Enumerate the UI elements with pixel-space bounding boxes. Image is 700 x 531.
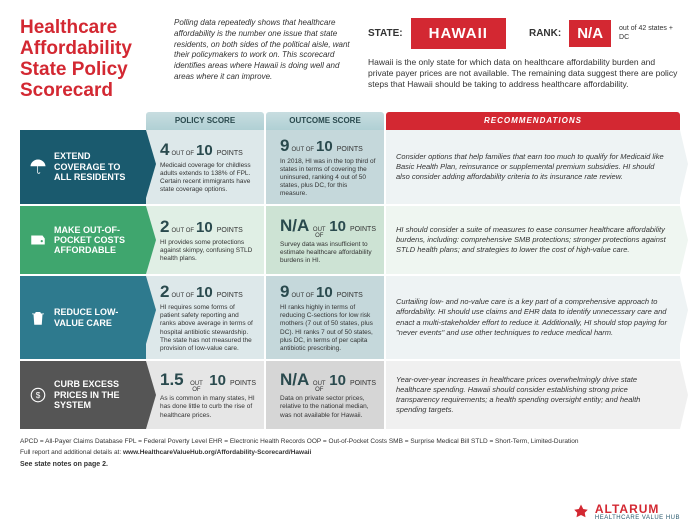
- recommendations-header: RECOMMENDATIONS: [386, 112, 680, 130]
- row-label: REDUCE LOW-VALUE CARE: [20, 276, 146, 359]
- policy-score-header: POLICY SCORE: [146, 112, 264, 130]
- outcome-desc: Survey data was insufficient to estimate…: [280, 241, 376, 265]
- rank-note: out of 42 states + DC: [619, 25, 680, 42]
- policy-desc: Medicaid coverage for childless adults e…: [160, 162, 256, 195]
- policy-score-cell: 2OUT OF10POINTS HI requires some forms o…: [146, 276, 264, 359]
- outcome-score-cell: N/AOUT OF10POINTS Survey data was insuff…: [266, 206, 384, 274]
- row-label: EXTEND COVERAGE TO ALL RESIDENTS: [20, 130, 146, 205]
- rank-badge: N/A: [569, 20, 611, 47]
- row-extend-coverage: EXTEND COVERAGE TO ALL RESIDENTS 4OUT OF…: [20, 130, 680, 205]
- page-title: Healthcare Affordability State Policy Sc…: [20, 18, 160, 102]
- outcome-desc: In 2018, HI was in the top third of stat…: [280, 158, 376, 199]
- altarum-logo: ALTARUM HEALTHCARE VALUE HUB: [572, 503, 680, 521]
- recommendation: Year-over-year increases in healthcare p…: [386, 361, 680, 429]
- state-description: Hawaii is the only state for which data …: [368, 57, 680, 90]
- outcome-score-cell: 9OUT OF10POINTS HI ranks highly in terms…: [266, 276, 384, 359]
- logo-text: ALTARUM HEALTHCARE VALUE HUB: [595, 503, 680, 521]
- report-url: www.HealthcareValueHub.org/Affordability…: [123, 449, 311, 456]
- logo-name: ALTARUM: [595, 503, 680, 515]
- title-block: Healthcare Affordability State Policy Sc…: [20, 18, 160, 102]
- row-label-text: EXTEND COVERAGE TO ALL RESIDENTS: [54, 151, 138, 182]
- recommendation: Curtailing low- and no-value care is a k…: [386, 276, 680, 359]
- intro-text: Polling data repeatedly shows that healt…: [174, 18, 354, 102]
- dollar-down-icon: $: [28, 385, 48, 405]
- logo-subtitle: HEALTHCARE VALUE HUB: [595, 515, 680, 521]
- outcome-score-cell: 9OUT OF10POINTS In 2018, HI was in the t…: [266, 130, 384, 205]
- see-notes: See state notes on page 2.: [20, 460, 680, 470]
- footer: APCD = All-Payer Claims Database FPL = F…: [20, 437, 680, 470]
- policy-score-cell: 1.5OUT OF10POINTS As is common in many s…: [146, 361, 264, 429]
- recommendation: Consider options that help families that…: [386, 130, 680, 205]
- glossary: APCD = All-Payer Claims Database FPL = F…: [20, 437, 680, 446]
- state-badge: HAWAII: [411, 18, 506, 49]
- scorecard-page: Healthcare Affordability State Policy Sc…: [0, 0, 700, 531]
- outcome-score-header: OUTCOME SCORE: [266, 112, 384, 130]
- rank-label: RANK:: [529, 28, 561, 39]
- state-label: STATE:: [368, 28, 403, 39]
- row-curb-prices: $ CURB EXCESS PRICES IN THE SYSTEM 1.5OU…: [20, 361, 680, 429]
- outcome-desc: Data on private sector prices, relative …: [280, 395, 376, 419]
- row-label-text: REDUCE LOW-VALUE CARE: [54, 307, 138, 328]
- policy-score-cell: 4OUT OF10POINTS Medicaid coverage for ch…: [146, 130, 264, 205]
- header-spacer: [20, 112, 146, 130]
- policy-desc: As is common in many states, HI has done…: [160, 395, 256, 419]
- policy-desc: HI requires some forms of patient safety…: [160, 304, 256, 353]
- state-block: STATE: HAWAII RANK: N/A out of 42 states…: [368, 18, 680, 102]
- header: Healthcare Affordability State Policy Sc…: [20, 18, 680, 102]
- recommendation: HI should consider a suite of measures t…: [386, 206, 680, 274]
- column-headers: POLICY SCORE OUTCOME SCORE RECOMMENDATIO…: [20, 112, 680, 130]
- svg-text:$: $: [36, 391, 41, 400]
- outcome-score-cell: N/AOUT OF10POINTS Data on private sector…: [266, 361, 384, 429]
- logo-mark-icon: [572, 503, 590, 521]
- row-label: MAKE OUT-OF-POCKET COSTS AFFORDABLE: [20, 206, 146, 274]
- row-low-value-care: REDUCE LOW-VALUE CARE 2OUT OF10POINTS HI…: [20, 276, 680, 359]
- policy-desc: HI provides some protections against ski…: [160, 239, 256, 263]
- scorecard-table: POLICY SCORE OUTCOME SCORE RECOMMENDATIO…: [20, 112, 680, 431]
- outcome-desc: HI ranks highly in terms of reducing C-s…: [280, 304, 376, 353]
- row-out-of-pocket: MAKE OUT-OF-POCKET COSTS AFFORDABLE 2OUT…: [20, 206, 680, 274]
- row-label: $ CURB EXCESS PRICES IN THE SYSTEM: [20, 361, 146, 429]
- wallet-icon: [28, 230, 48, 250]
- trash-icon: [28, 308, 48, 328]
- umbrella-icon: [28, 157, 48, 177]
- full-report-link: Full report and additional details at: w…: [20, 448, 680, 457]
- row-label-text: MAKE OUT-OF-POCKET COSTS AFFORDABLE: [54, 225, 138, 256]
- state-row: STATE: HAWAII RANK: N/A out of 42 states…: [368, 18, 680, 49]
- row-label-text: CURB EXCESS PRICES IN THE SYSTEM: [54, 379, 138, 410]
- policy-score-cell: 2OUT OF10POINTS HI provides some protect…: [146, 206, 264, 274]
